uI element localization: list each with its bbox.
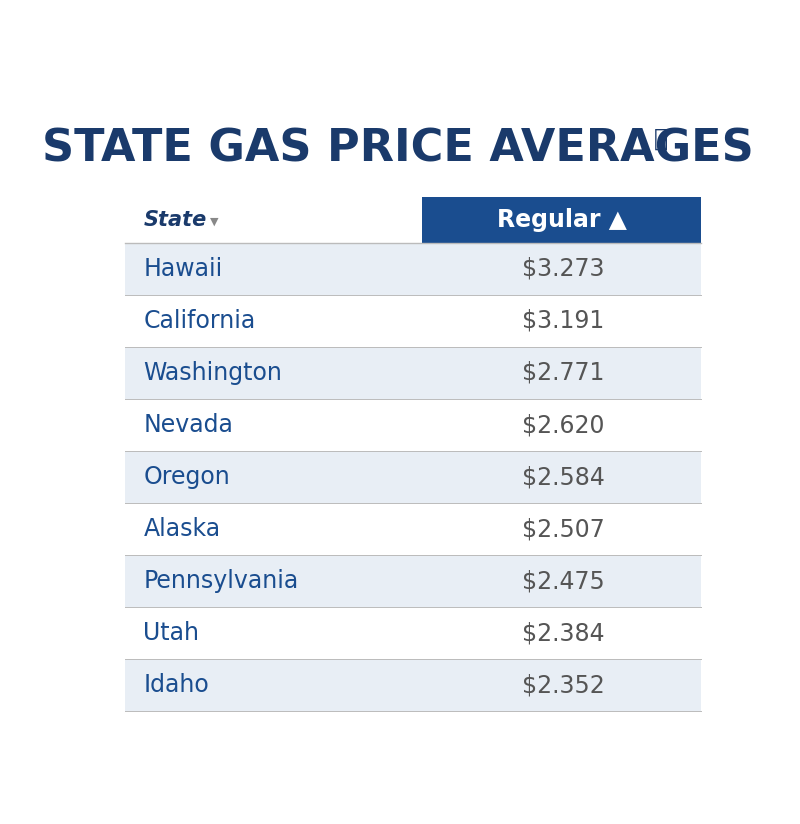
Text: California: California bbox=[143, 309, 256, 333]
FancyBboxPatch shape bbox=[422, 197, 702, 243]
FancyBboxPatch shape bbox=[125, 607, 702, 659]
Text: $3.273: $3.273 bbox=[522, 257, 604, 281]
FancyBboxPatch shape bbox=[125, 347, 702, 399]
Text: ▼: ▼ bbox=[210, 217, 219, 227]
Text: Pennsylvania: Pennsylvania bbox=[143, 569, 298, 593]
Text: ⓘ: ⓘ bbox=[654, 127, 668, 151]
Text: Alaska: Alaska bbox=[143, 517, 221, 541]
Text: STATE GAS PRICE AVERAGES: STATE GAS PRICE AVERAGES bbox=[42, 128, 754, 171]
Text: Nevada: Nevada bbox=[143, 413, 234, 437]
Text: Utah: Utah bbox=[143, 621, 199, 645]
FancyBboxPatch shape bbox=[125, 659, 702, 711]
Text: Hawaii: Hawaii bbox=[143, 257, 222, 281]
FancyBboxPatch shape bbox=[125, 555, 702, 607]
Text: $2.771: $2.771 bbox=[522, 361, 604, 385]
FancyBboxPatch shape bbox=[125, 399, 702, 451]
FancyBboxPatch shape bbox=[125, 295, 702, 347]
Text: $2.584: $2.584 bbox=[522, 465, 605, 489]
FancyBboxPatch shape bbox=[125, 503, 702, 555]
FancyBboxPatch shape bbox=[125, 243, 702, 295]
Text: Oregon: Oregon bbox=[143, 465, 230, 489]
Text: Washington: Washington bbox=[143, 361, 282, 385]
Text: Regular ▲: Regular ▲ bbox=[497, 208, 627, 232]
Text: $2.507: $2.507 bbox=[522, 517, 604, 541]
Text: $3.191: $3.191 bbox=[522, 309, 604, 333]
Text: Idaho: Idaho bbox=[143, 673, 209, 697]
Text: $2.352: $2.352 bbox=[522, 673, 604, 697]
Text: State: State bbox=[143, 210, 206, 230]
Text: $2.475: $2.475 bbox=[522, 569, 604, 593]
Text: $2.620: $2.620 bbox=[522, 413, 604, 437]
FancyBboxPatch shape bbox=[125, 451, 702, 503]
Text: $2.384: $2.384 bbox=[522, 621, 604, 645]
